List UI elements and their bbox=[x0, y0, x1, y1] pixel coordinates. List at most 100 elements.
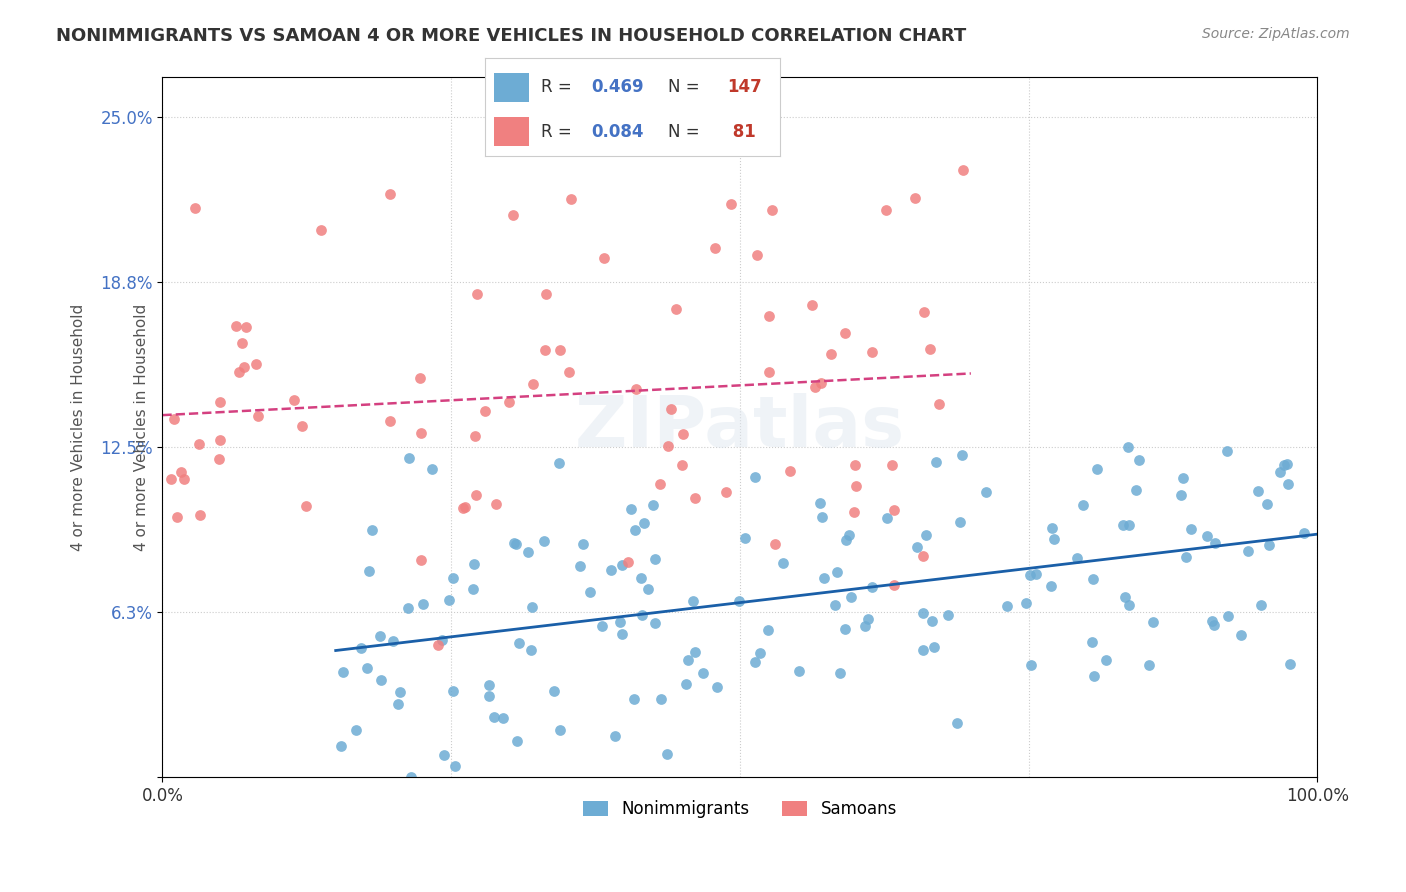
Point bbox=[787, 664, 810, 678]
Point bbox=[1081, 635, 1104, 649]
Point bbox=[506, 734, 529, 748]
Point bbox=[228, 365, 250, 379]
Point bbox=[503, 536, 526, 550]
Point bbox=[572, 537, 595, 551]
Point bbox=[1071, 498, 1094, 512]
Point bbox=[665, 301, 688, 316]
Point bbox=[825, 565, 848, 579]
Point bbox=[727, 594, 749, 608]
Point bbox=[1125, 483, 1147, 497]
Point bbox=[560, 192, 582, 206]
Point bbox=[498, 394, 520, 409]
Point bbox=[478, 678, 501, 692]
Point bbox=[170, 465, 193, 479]
Point bbox=[1018, 568, 1040, 582]
Point bbox=[813, 571, 835, 585]
Point bbox=[820, 347, 842, 361]
Point bbox=[772, 556, 794, 570]
Point bbox=[671, 427, 693, 442]
Point bbox=[231, 336, 253, 351]
Point bbox=[388, 685, 411, 699]
Point bbox=[569, 558, 592, 573]
Point bbox=[763, 536, 786, 550]
Point bbox=[876, 510, 898, 524]
Point bbox=[1116, 440, 1139, 454]
Point bbox=[912, 305, 935, 319]
Point bbox=[184, 201, 207, 215]
Point bbox=[444, 759, 467, 773]
Point bbox=[233, 359, 256, 374]
Point bbox=[464, 429, 486, 443]
Point bbox=[163, 412, 186, 426]
Point bbox=[650, 692, 672, 706]
Point bbox=[356, 661, 378, 675]
Point bbox=[381, 633, 404, 648]
Point bbox=[235, 319, 257, 334]
Point bbox=[883, 578, 905, 592]
Point bbox=[952, 162, 974, 177]
Point bbox=[592, 252, 614, 266]
Point bbox=[600, 563, 623, 577]
Point bbox=[173, 472, 195, 486]
Point bbox=[875, 203, 897, 218]
Point bbox=[1294, 526, 1316, 541]
Point bbox=[492, 711, 515, 725]
Point bbox=[361, 523, 384, 537]
Point bbox=[246, 409, 269, 424]
Point bbox=[911, 642, 934, 657]
Text: 147: 147 bbox=[727, 78, 762, 96]
Point bbox=[921, 614, 943, 628]
Point bbox=[1277, 477, 1299, 491]
Text: R =: R = bbox=[541, 78, 578, 96]
Point bbox=[1019, 657, 1042, 672]
Point bbox=[208, 395, 231, 409]
Y-axis label: 4 or more Vehicles in Household: 4 or more Vehicles in Household bbox=[134, 303, 149, 550]
Point bbox=[605, 729, 627, 743]
Point bbox=[478, 690, 501, 704]
Point bbox=[706, 680, 728, 694]
Point bbox=[650, 477, 672, 491]
Point bbox=[505, 537, 527, 551]
Point bbox=[803, 380, 825, 394]
Point bbox=[441, 571, 464, 585]
Point bbox=[624, 382, 647, 396]
Point bbox=[612, 627, 634, 641]
Point bbox=[860, 580, 883, 594]
Point bbox=[623, 692, 645, 706]
Point bbox=[368, 629, 391, 643]
Point bbox=[1040, 579, 1063, 593]
Point bbox=[485, 497, 508, 511]
Point bbox=[332, 665, 354, 679]
Point bbox=[616, 555, 638, 569]
Point bbox=[675, 677, 697, 691]
Text: 0.469: 0.469 bbox=[592, 78, 644, 96]
Y-axis label: 4 or more Vehicles in Household: 4 or more Vehicles in Household bbox=[72, 303, 86, 550]
Point bbox=[474, 403, 496, 417]
Point bbox=[928, 397, 950, 411]
Point bbox=[659, 402, 682, 417]
Point bbox=[387, 697, 409, 711]
Point bbox=[734, 532, 756, 546]
Point bbox=[578, 585, 600, 599]
Point bbox=[758, 365, 780, 379]
Point bbox=[463, 557, 485, 571]
Text: ZIPatlas: ZIPatlas bbox=[575, 392, 905, 462]
Point bbox=[810, 510, 832, 524]
Point bbox=[550, 723, 572, 737]
Point bbox=[291, 419, 314, 434]
Text: Source: ZipAtlas.com: Source: ZipAtlas.com bbox=[1202, 27, 1350, 41]
Point bbox=[824, 598, 846, 612]
Point bbox=[641, 498, 664, 512]
Point bbox=[533, 533, 555, 548]
Point bbox=[508, 636, 530, 650]
Point bbox=[905, 540, 928, 554]
Text: 0.084: 0.084 bbox=[592, 122, 644, 141]
Point bbox=[350, 640, 373, 655]
Point bbox=[441, 684, 464, 698]
Point bbox=[411, 553, 433, 567]
Point bbox=[295, 499, 318, 513]
Point bbox=[914, 527, 936, 541]
Point bbox=[610, 558, 633, 572]
Point bbox=[396, 601, 419, 615]
Point bbox=[439, 592, 461, 607]
